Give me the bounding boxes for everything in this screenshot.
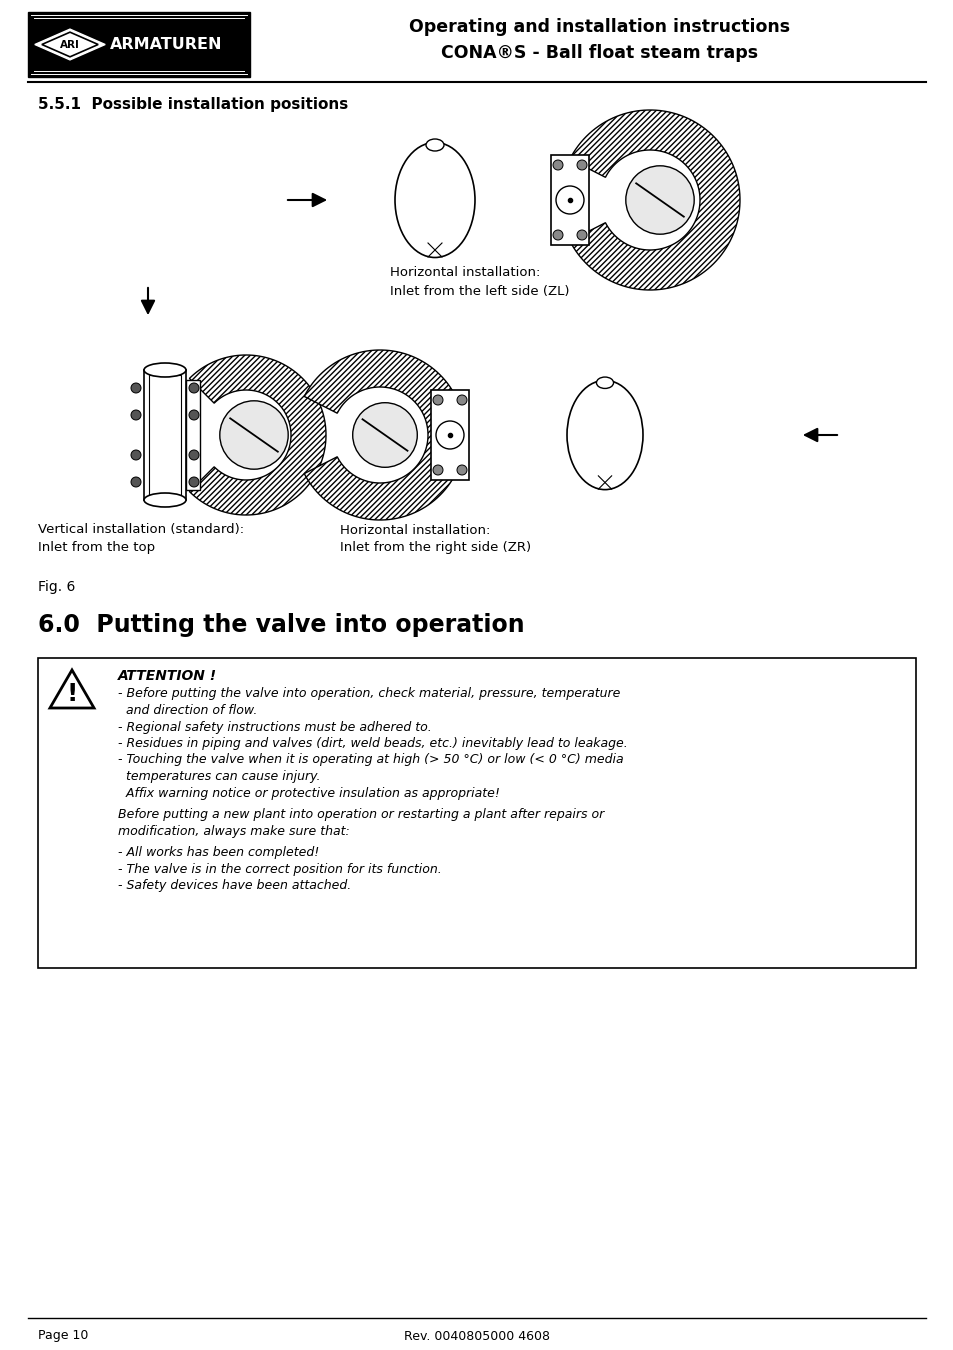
Text: - Touching the valve when it is operating at high (> 50 °C) or low (< 0 °C) medi: - Touching the valve when it is operatin… xyxy=(118,753,623,767)
Text: CONA®S - Ball float steam traps: CONA®S - Ball float steam traps xyxy=(441,45,758,62)
Text: ARMATUREN: ARMATUREN xyxy=(110,36,222,53)
Ellipse shape xyxy=(395,143,475,258)
Circle shape xyxy=(131,450,141,460)
Ellipse shape xyxy=(625,166,694,234)
Circle shape xyxy=(556,186,583,215)
Bar xyxy=(38,657,915,968)
Ellipse shape xyxy=(219,401,288,470)
Polygon shape xyxy=(42,32,98,57)
Text: Rev. 0040805000 4608: Rev. 0040805000 4608 xyxy=(403,1330,550,1342)
Text: ARI: ARI xyxy=(60,39,80,50)
Circle shape xyxy=(553,161,562,170)
Text: Inlet from the right side (ZR): Inlet from the right side (ZR) xyxy=(339,541,531,555)
Polygon shape xyxy=(50,670,94,707)
Bar xyxy=(149,375,181,495)
Bar xyxy=(186,379,200,490)
Circle shape xyxy=(189,477,199,487)
Circle shape xyxy=(189,450,199,460)
Circle shape xyxy=(131,410,141,420)
Bar xyxy=(431,390,469,481)
Polygon shape xyxy=(304,350,464,520)
Circle shape xyxy=(189,383,199,393)
Circle shape xyxy=(456,396,467,405)
Text: and direction of flow.: and direction of flow. xyxy=(118,703,257,717)
Circle shape xyxy=(456,464,467,475)
Text: - All works has been completed!: - All works has been completed! xyxy=(118,846,319,859)
Text: Inlet from the top: Inlet from the top xyxy=(38,541,155,555)
Circle shape xyxy=(189,410,199,420)
Text: - Safety devices have been attached.: - Safety devices have been attached. xyxy=(118,879,351,892)
Text: - Residues in piping and valves (dirt, weld beads, etc.) inevitably lead to leak: - Residues in piping and valves (dirt, w… xyxy=(118,737,627,751)
Text: Horizontal installation:: Horizontal installation: xyxy=(390,266,539,279)
Text: Page 10: Page 10 xyxy=(38,1330,89,1342)
Ellipse shape xyxy=(566,381,642,490)
Text: - The valve is in the correct position for its function.: - The valve is in the correct position f… xyxy=(118,863,441,876)
Ellipse shape xyxy=(353,402,416,467)
Text: Before putting a new plant into operation or restarting a plant after repairs or: Before putting a new plant into operatio… xyxy=(118,809,603,821)
Circle shape xyxy=(436,421,463,450)
Text: - Before putting the valve into operation, check material, pressure, temperature: - Before putting the valve into operatio… xyxy=(118,687,619,701)
Text: ATTENTION !: ATTENTION ! xyxy=(118,670,217,683)
Bar xyxy=(28,12,250,77)
Text: !: ! xyxy=(67,682,77,706)
Bar xyxy=(551,155,588,244)
Polygon shape xyxy=(569,109,740,290)
Text: 5.5.1  Possible installation positions: 5.5.1 Possible installation positions xyxy=(38,96,348,112)
Text: Inlet from the left side (ZL): Inlet from the left side (ZL) xyxy=(390,285,569,298)
Text: Affix warning notice or protective insulation as appropriate!: Affix warning notice or protective insul… xyxy=(118,787,499,799)
Text: temperatures can cause injury.: temperatures can cause injury. xyxy=(118,769,320,783)
Text: Fig. 6: Fig. 6 xyxy=(38,580,75,594)
Text: modification, always make sure that:: modification, always make sure that: xyxy=(118,825,350,837)
Polygon shape xyxy=(190,355,326,514)
Text: Vertical installation (standard):: Vertical installation (standard): xyxy=(38,524,244,536)
Ellipse shape xyxy=(426,139,443,151)
Circle shape xyxy=(553,230,562,240)
Circle shape xyxy=(577,230,586,240)
Bar xyxy=(144,370,186,500)
Circle shape xyxy=(577,161,586,170)
Ellipse shape xyxy=(144,363,186,377)
Text: 6.0  Putting the valve into operation: 6.0 Putting the valve into operation xyxy=(38,613,524,637)
Text: Operating and installation instructions: Operating and installation instructions xyxy=(409,18,790,36)
Text: Horizontal installation:: Horizontal installation: xyxy=(339,524,490,536)
Circle shape xyxy=(131,477,141,487)
Ellipse shape xyxy=(596,377,613,389)
Circle shape xyxy=(433,396,442,405)
Circle shape xyxy=(131,383,141,393)
Circle shape xyxy=(433,464,442,475)
Polygon shape xyxy=(34,30,105,59)
Ellipse shape xyxy=(144,493,186,508)
Text: - Regional safety instructions must be adhered to.: - Regional safety instructions must be a… xyxy=(118,721,432,733)
